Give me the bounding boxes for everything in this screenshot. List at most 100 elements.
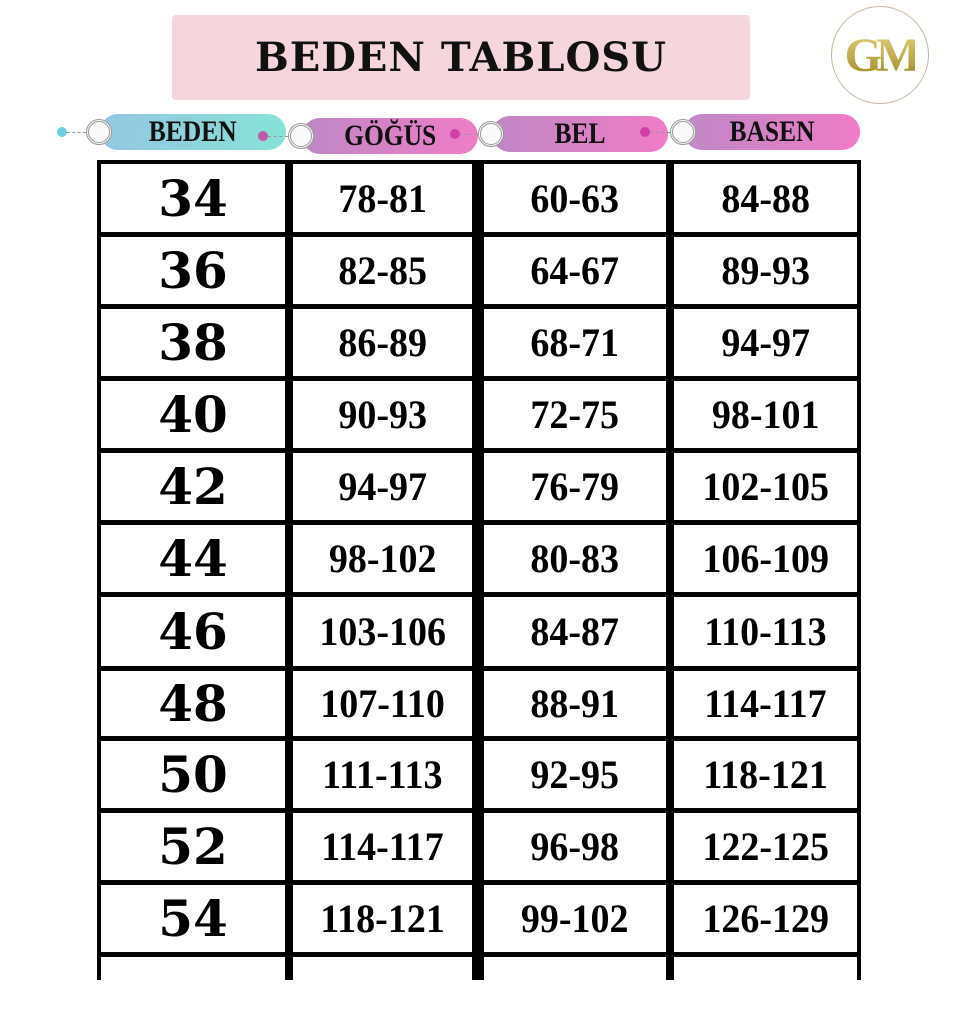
cell-value: 114-117	[321, 824, 444, 869]
hip-cell: 98-101	[674, 381, 857, 448]
table-row	[97, 957, 861, 1028]
size-cell: 48	[101, 671, 285, 736]
hip-cell: 94-97	[674, 309, 857, 376]
size-cell	[101, 957, 285, 1028]
cell-value: 72-75	[530, 392, 620, 437]
cell-value: 96-98	[530, 824, 620, 869]
connector-line	[268, 136, 288, 137]
hip-cell: 126-129	[674, 885, 857, 952]
hip-cell: 84-88	[674, 164, 857, 232]
cell-value: 126-129	[702, 896, 829, 941]
chest-cell: 86-89	[293, 309, 472, 376]
chest-cell: 103-106	[293, 597, 472, 666]
header-beden: BEDEN	[100, 114, 286, 150]
cell-value: 106-109	[702, 536, 829, 581]
cell-value: 88-91	[530, 681, 620, 726]
ring-icon	[86, 119, 112, 145]
cell-value: 99-102	[521, 896, 629, 941]
table-row: 50 111-113 92-95 118-121	[97, 741, 861, 808]
waist-cell: 60-63	[484, 164, 666, 232]
size-cell: 44	[101, 525, 285, 592]
header-label: BASEN	[729, 115, 815, 148]
cell-value: 76-79	[530, 464, 620, 509]
waist-cell: 80-83	[484, 525, 666, 592]
cell-value: 46	[158, 602, 228, 661]
connector-line	[650, 132, 670, 133]
cell-value: 98-101	[711, 392, 820, 437]
cell-value: 92-95	[530, 752, 620, 797]
waist-cell: 68-71	[484, 309, 666, 376]
cell-value: 48	[158, 674, 228, 733]
hip-cell: 102-105	[674, 453, 857, 520]
size-cell: 42	[101, 453, 285, 520]
size-cell: 54	[101, 885, 285, 952]
ring-icon	[288, 123, 314, 149]
size-cell: 46	[101, 597, 285, 666]
ring-icon	[478, 121, 504, 147]
cell-value: 86-89	[338, 320, 427, 365]
table-row: 48 107-110 88-91 114-117	[97, 671, 861, 736]
cell-value: 64-67	[530, 248, 620, 293]
title-banner: BEDEN TABLOSU	[172, 15, 750, 100]
waist-cell: 92-95	[484, 741, 666, 808]
header-basen: BASEN	[684, 114, 860, 150]
waist-cell: 84-87	[484, 597, 666, 666]
cell-value: 40	[158, 385, 228, 444]
waist-cell: 96-98	[484, 813, 666, 880]
cell-value: 118-121	[320, 896, 445, 941]
cell-value: 78-81	[338, 175, 427, 221]
table-row: 46 103-106 84-87 110-113	[97, 597, 861, 666]
cell-value: 84-88	[721, 175, 810, 221]
hip-cell: 114-117	[674, 671, 857, 736]
table-row: 42 94-97 76-79 102-105	[97, 453, 861, 520]
size-cell: 40	[101, 381, 285, 448]
cell-value: 54	[158, 889, 228, 948]
dot-icon	[57, 127, 67, 137]
hip-cell: 118-121	[674, 741, 857, 808]
cell-value: 103-106	[319, 609, 446, 654]
size-cell: 52	[101, 813, 285, 880]
cell-value: 98-102	[328, 536, 437, 581]
dot-icon	[640, 127, 650, 137]
cell-value: 107-110	[320, 681, 445, 726]
header-label: BEDEN	[149, 115, 237, 148]
hip-cell: 106-109	[674, 525, 857, 592]
table-row: 34 78-81 60-63 84-88	[97, 164, 861, 232]
cell-value: 110-113	[704, 609, 827, 654]
cell-value: 50	[158, 745, 228, 804]
cell-value: 94-97	[721, 320, 810, 365]
hip-cell: 110-113	[674, 597, 857, 666]
waist-cell: 72-75	[484, 381, 666, 448]
waist-cell: 99-102	[484, 885, 666, 952]
cell-value: 80-83	[530, 536, 620, 581]
waist-cell	[484, 957, 666, 1028]
cell-value: 111-113	[322, 752, 443, 797]
table-row: 52 114-117 96-98 122-125	[97, 813, 861, 880]
header-göğüs: GÖĞÜS	[302, 118, 478, 154]
cell-value: 90-93	[338, 392, 427, 437]
chest-cell: 78-81	[293, 164, 472, 232]
cell-value: 114-117	[704, 681, 827, 726]
cell-value: 122-125	[702, 824, 829, 869]
cell-value: 84-87	[530, 609, 620, 654]
waist-cell: 76-79	[484, 453, 666, 520]
cell-value: 118-121	[703, 752, 828, 797]
table-row: 44 98-102 80-83 106-109	[97, 525, 861, 592]
table-row: 40 90-93 72-75 98-101	[97, 381, 861, 448]
hip-cell	[674, 957, 857, 1028]
connector-line	[460, 134, 478, 135]
table-row: 54 118-121 99-102 126-129	[97, 885, 861, 952]
cell-value: 52	[158, 817, 228, 876]
ring-icon	[670, 119, 696, 145]
cell-value: 60-63	[530, 175, 620, 221]
dot-icon	[258, 131, 268, 141]
chest-cell	[293, 957, 472, 1028]
connector-line	[67, 132, 86, 133]
cell-value: 102-105	[702, 464, 829, 509]
cell-value: 68-71	[530, 320, 620, 365]
size-cell: 36	[101, 237, 285, 304]
chest-cell: 111-113	[293, 741, 472, 808]
size-cell: 38	[101, 309, 285, 376]
page-title: BEDEN TABLOSU	[254, 34, 668, 81]
size-cell: 34	[101, 164, 285, 232]
